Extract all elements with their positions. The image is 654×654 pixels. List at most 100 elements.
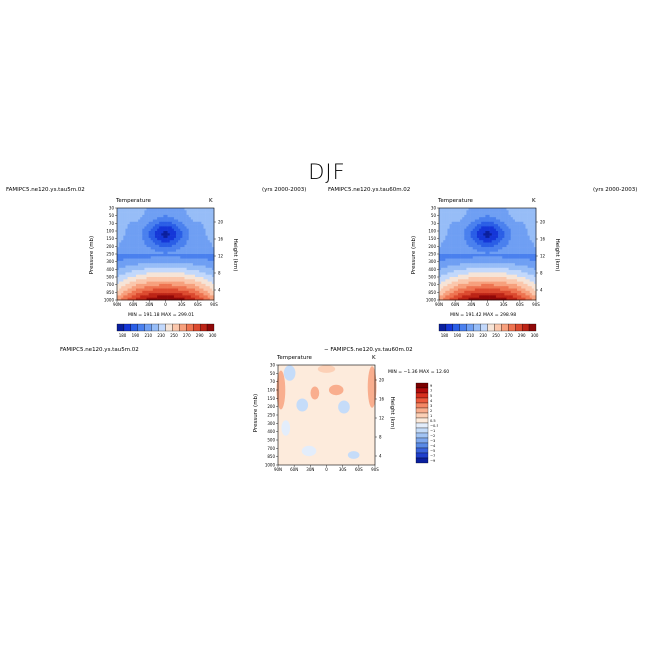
heatmap-cell	[159, 274, 162, 278]
heatmap-cell	[533, 265, 537, 269]
heatmap-cell	[163, 260, 166, 264]
heatmap-cell	[531, 242, 535, 246]
heatmap-cell	[502, 212, 505, 216]
heatmap-cell	[167, 277, 171, 280]
heatmap-cell	[468, 231, 471, 234]
heatmap-cell	[121, 208, 124, 211]
heatmap-cell	[523, 235, 526, 239]
heatmap-cell	[508, 277, 511, 280]
heatmap-cell	[209, 221, 213, 225]
heatmap-cell	[169, 272, 173, 275]
heatmap-cell	[209, 281, 213, 285]
heatmap-cell	[148, 228, 152, 232]
heatmap-cell	[504, 214, 507, 218]
heatmap-cell	[125, 272, 128, 275]
heatmap-cell	[186, 219, 189, 223]
heatmap-cell	[476, 267, 480, 271]
heatmap-cell	[529, 263, 533, 266]
y-right-tick-label: 8	[218, 271, 221, 276]
heatmap-cell	[455, 214, 459, 218]
heatmap-cell	[525, 286, 528, 289]
heatmap-cell	[138, 242, 141, 246]
heatmap-cell	[460, 237, 463, 241]
heatmap-cell	[439, 247, 442, 250]
heatmap-cell	[131, 233, 135, 236]
heatmap-cell	[451, 240, 455, 243]
heatmap-cell	[182, 263, 185, 266]
heatmap-cell	[169, 254, 173, 257]
heatmap-cell	[447, 297, 450, 301]
heatmap-cell	[523, 279, 526, 282]
heatmap-cell	[182, 267, 185, 271]
heatmap-cell	[514, 274, 518, 278]
heatmap-cell	[498, 226, 501, 229]
heatmap-cell	[455, 219, 459, 223]
heatmap-cell	[173, 221, 177, 225]
heatmap-cell	[498, 208, 501, 211]
heatmap-cell	[140, 226, 143, 229]
heatmap-cell	[152, 295, 156, 298]
heatmap-cell	[457, 249, 461, 252]
heatmap-cell	[531, 281, 535, 285]
heatmap-cell	[472, 212, 476, 216]
heatmap-cell	[140, 286, 143, 289]
heatmap-cell	[491, 214, 495, 218]
heatmap-cell	[138, 281, 141, 285]
heatmap-cell	[123, 293, 126, 296]
heatmap-cell	[474, 214, 478, 218]
heatmap-cell	[176, 210, 179, 213]
heatmap-cell	[493, 212, 497, 216]
heatmap-cell	[180, 219, 183, 223]
heatmap-cell	[117, 208, 120, 211]
heatmap-cell	[455, 297, 459, 301]
heatmap-cell	[527, 240, 530, 243]
heatmap-cell	[466, 244, 469, 248]
heatmap-cell	[197, 258, 200, 262]
heatmap-cell	[445, 235, 448, 239]
heatmap-cell	[209, 256, 213, 259]
heatmap-cell	[441, 281, 444, 285]
heatmap-cell	[517, 274, 520, 278]
heatmap-cell	[508, 249, 511, 252]
heatmap-cell	[173, 217, 177, 220]
heatmap-cell	[443, 231, 446, 234]
heatmap-cell	[190, 272, 194, 275]
heatmap-cell	[176, 228, 179, 232]
heatmap-cell	[148, 249, 152, 252]
heatmap-cell	[159, 293, 162, 296]
heatmap-cell	[483, 249, 486, 252]
colorbar-swatch	[193, 323, 201, 332]
heatmap-cell	[491, 272, 495, 275]
heatmap-cell	[161, 221, 164, 225]
heatmap-cell	[173, 281, 177, 285]
heatmap-cell	[512, 219, 516, 223]
heatmap-cell	[133, 235, 137, 239]
heatmap-cell	[119, 217, 122, 220]
colorbar-label: 4	[430, 399, 433, 403]
heatmap-cell	[445, 254, 448, 257]
heatmap-cell	[504, 235, 507, 239]
heatmap-cell	[523, 224, 526, 227]
heatmap-cell	[211, 224, 215, 227]
heatmap-cell	[211, 254, 215, 257]
heatmap-cell	[504, 263, 507, 266]
heatmap-cell	[533, 251, 537, 255]
heatmap-cell	[178, 277, 181, 280]
heatmap-cell	[451, 288, 455, 292]
heatmap-cell	[123, 265, 126, 269]
heatmap-cell	[504, 244, 507, 248]
heatmap-cell	[121, 224, 124, 227]
heatmap-cell	[192, 251, 196, 255]
heatmap-cell	[439, 283, 442, 287]
heatmap-cell	[531, 240, 535, 243]
heatmap-cell	[472, 286, 476, 289]
colorbar-swatch	[528, 323, 537, 332]
heatmap-cell	[184, 212, 187, 216]
heatmap-cell	[142, 231, 145, 234]
panel1-stats: MIN = 191.18 MAX = 299.01	[128, 313, 195, 318]
heatmap-cell	[186, 297, 189, 301]
heatmap-cell	[481, 249, 484, 252]
heatmap-cell	[167, 224, 171, 227]
heatmap-cell	[129, 293, 133, 296]
heatmap-cell	[169, 277, 173, 280]
